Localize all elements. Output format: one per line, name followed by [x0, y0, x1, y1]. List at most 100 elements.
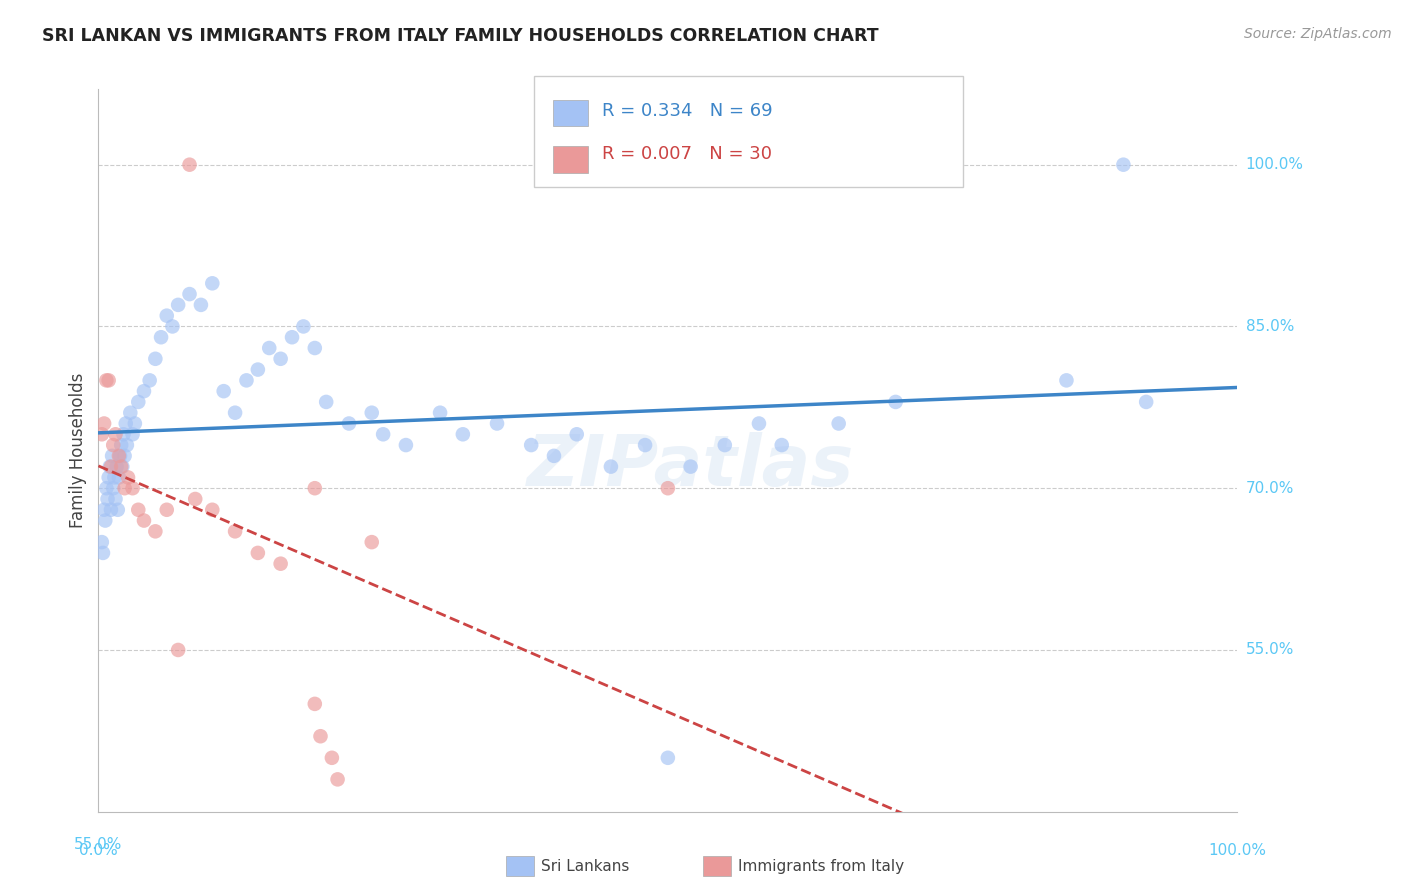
Point: [132, 384, 155, 399]
Point: [108, 470, 131, 484]
Point: [167, 298, 190, 312]
Point: [114, 417, 136, 431]
Text: 85.0%: 85.0%: [1246, 319, 1294, 334]
Point: [657, 481, 679, 495]
Point: [657, 751, 679, 765]
Point: [91, 546, 114, 560]
Point: [179, 287, 201, 301]
Point: [770, 438, 793, 452]
Point: [600, 459, 623, 474]
Point: [162, 319, 184, 334]
Point: [108, 449, 131, 463]
Point: [315, 395, 337, 409]
Point: [90, 427, 112, 442]
Text: 55.0%: 55.0%: [75, 837, 122, 852]
Point: [132, 514, 155, 528]
Point: [112, 427, 135, 442]
Point: [190, 298, 212, 312]
Point: [111, 459, 134, 474]
Point: [103, 438, 125, 452]
Point: [100, 459, 122, 474]
Text: R = 0.007   N = 30: R = 0.007 N = 30: [602, 145, 772, 163]
Point: [679, 459, 702, 474]
Point: [360, 535, 382, 549]
Point: [100, 502, 122, 516]
Y-axis label: Family Households: Family Households: [69, 373, 87, 528]
Text: 100.0%: 100.0%: [1246, 157, 1303, 172]
Point: [97, 373, 120, 387]
Point: [127, 502, 149, 516]
Text: R = 0.334   N = 69: R = 0.334 N = 69: [602, 102, 772, 120]
Point: [304, 481, 326, 495]
Point: [224, 524, 246, 539]
Point: [224, 406, 246, 420]
Point: [270, 351, 292, 366]
Point: [201, 502, 224, 516]
Point: [184, 491, 207, 506]
Point: [145, 524, 167, 539]
Point: [451, 427, 474, 442]
Point: [121, 481, 143, 495]
Text: Source: ZipAtlas.com: Source: ZipAtlas.com: [1244, 27, 1392, 41]
Point: [104, 491, 127, 506]
Point: [292, 319, 315, 334]
Point: [246, 546, 269, 560]
Point: [156, 309, 179, 323]
Point: [360, 406, 382, 420]
Point: [748, 417, 770, 431]
Text: 55.0%: 55.0%: [1246, 642, 1294, 657]
Point: [179, 158, 201, 172]
Point: [90, 535, 112, 549]
Point: [714, 438, 737, 452]
Text: SRI LANKAN VS IMMIGRANTS FROM ITALY FAMILY HOUSEHOLDS CORRELATION CHART: SRI LANKAN VS IMMIGRANTS FROM ITALY FAMI…: [42, 27, 879, 45]
Point: [101, 449, 124, 463]
Point: [201, 277, 224, 291]
Point: [486, 417, 509, 431]
Point: [120, 406, 142, 420]
Point: [429, 406, 451, 420]
Point: [634, 438, 657, 452]
Point: [96, 373, 118, 387]
Point: [117, 470, 139, 484]
Point: [156, 502, 179, 516]
Point: [108, 449, 131, 463]
Point: [371, 427, 394, 442]
Point: [565, 427, 588, 442]
Point: [321, 751, 343, 765]
Point: [167, 643, 190, 657]
Text: 0.0%: 0.0%: [79, 843, 118, 858]
Point: [212, 384, 235, 399]
Point: [110, 459, 132, 474]
Point: [114, 449, 136, 463]
Point: [304, 341, 326, 355]
Point: [127, 395, 149, 409]
Point: [93, 502, 115, 516]
Point: [246, 362, 269, 376]
Point: [270, 557, 292, 571]
Point: [121, 427, 143, 442]
Point: [395, 438, 418, 452]
Point: [98, 459, 121, 474]
Text: ZIPatlas: ZIPatlas: [527, 432, 855, 501]
Point: [543, 449, 565, 463]
Point: [93, 417, 115, 431]
Point: [337, 417, 360, 431]
Point: [309, 729, 332, 743]
Point: [1112, 158, 1135, 172]
Point: [124, 417, 146, 431]
Point: [884, 395, 907, 409]
Point: [115, 438, 138, 452]
Point: [326, 772, 349, 787]
Point: [520, 438, 543, 452]
Point: [103, 470, 125, 484]
Point: [96, 481, 118, 495]
Point: [150, 330, 173, 344]
Point: [110, 438, 132, 452]
Point: [114, 481, 136, 495]
Point: [96, 491, 118, 506]
Point: [281, 330, 304, 344]
Point: [97, 470, 120, 484]
Point: [1056, 373, 1078, 387]
Point: [138, 373, 160, 387]
Text: 100.0%: 100.0%: [1208, 843, 1267, 858]
